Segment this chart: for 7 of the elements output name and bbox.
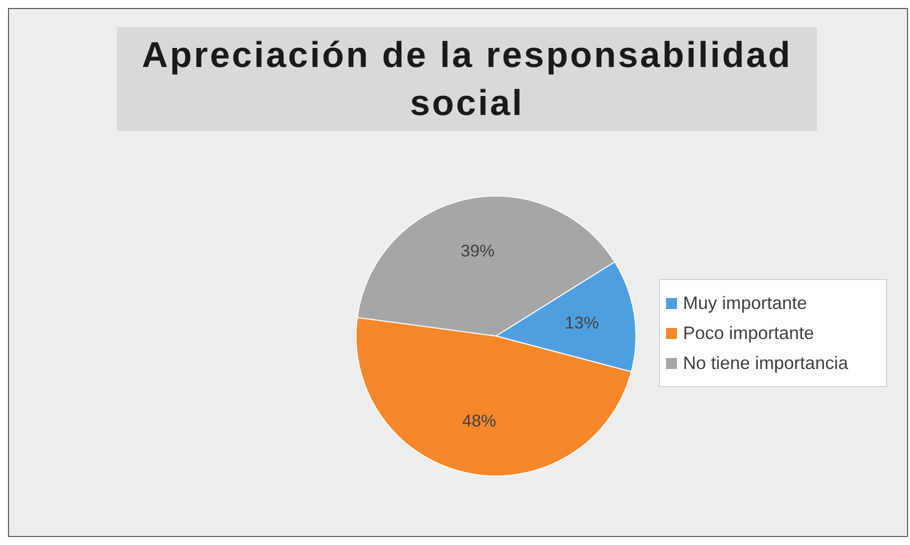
data-label: 13% [564, 314, 599, 333]
legend-label: Poco importante [683, 322, 814, 345]
chart-title: Apreciación de la responsabilidad social [117, 27, 817, 131]
data-label: 48% [462, 412, 496, 431]
data-label: 39% [460, 242, 495, 261]
legend-label: No tiene importancia [683, 352, 848, 375]
legend-label: Muy importante [683, 292, 808, 315]
